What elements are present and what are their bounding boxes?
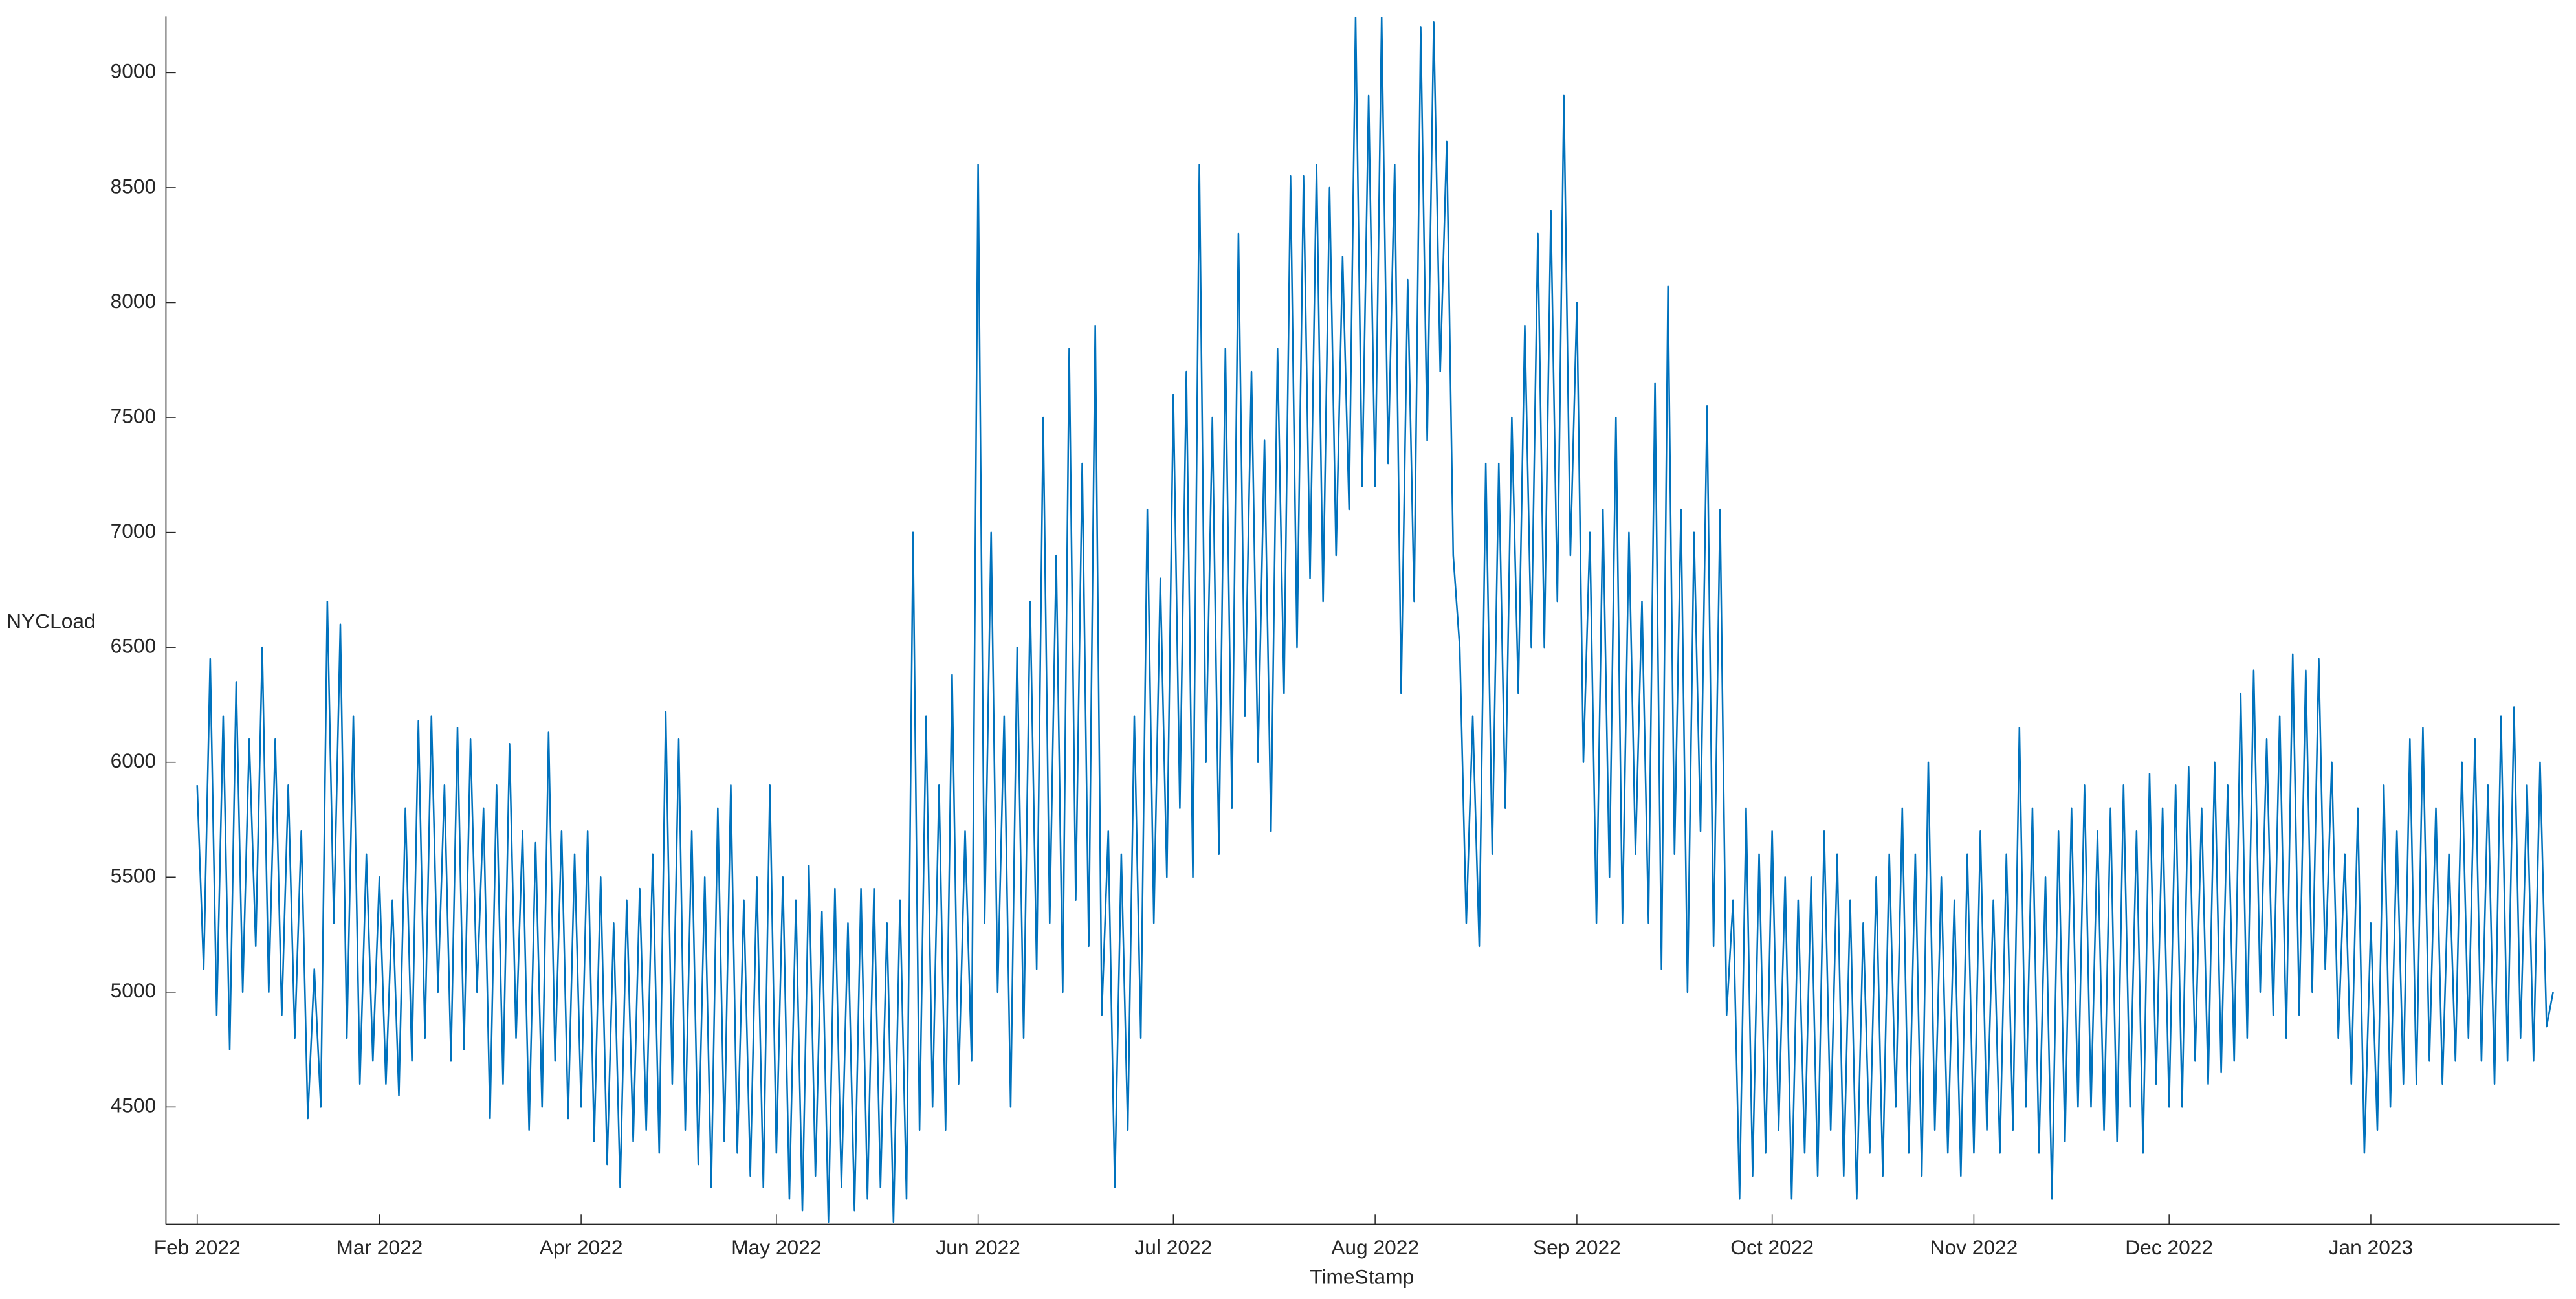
x-tick-label: Mar 2022: [336, 1236, 423, 1259]
x-tick-label: Sep 2022: [1533, 1236, 1621, 1259]
y-tick-label: 7500: [111, 404, 157, 427]
x-tick-label: Jul 2022: [1134, 1236, 1212, 1259]
x-tick-label: Jun 2022: [936, 1236, 1020, 1259]
x-tick-label: Nov 2022: [1930, 1236, 2018, 1259]
y-tick-label: 7000: [111, 519, 157, 542]
y-tick-label: 5500: [111, 864, 157, 887]
y-tick-label: 9000: [111, 60, 157, 83]
x-axis-label: TimeStamp: [1310, 1265, 1414, 1289]
y-axis-label: NYCLoad: [6, 610, 96, 633]
y-tick-label: 6000: [111, 749, 157, 772]
x-tick-label: Dec 2022: [2125, 1236, 2213, 1259]
y-tick-label: 8500: [111, 174, 157, 197]
y-tick-label: 5000: [111, 979, 157, 1002]
y-tick-label: 4500: [111, 1094, 157, 1117]
y-tick-label: 8000: [111, 289, 157, 313]
data-line: [196, 16, 2554, 1223]
x-tick-label: Jan 2023: [2329, 1236, 2414, 1259]
x-tick-label: Aug 2022: [1331, 1236, 1419, 1259]
x-tick-label: May 2022: [731, 1236, 821, 1259]
y-tick-label: 6500: [111, 634, 157, 658]
x-tick-label: Feb 2022: [154, 1236, 241, 1259]
x-tick-label: Apr 2022: [540, 1236, 623, 1259]
x-tick-label: Oct 2022: [1730, 1236, 1814, 1259]
